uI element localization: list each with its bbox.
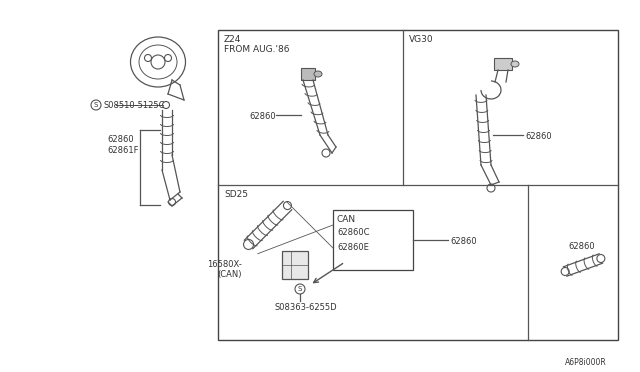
Circle shape: [163, 102, 170, 109]
Text: VG30: VG30: [409, 35, 434, 44]
Text: Z24
FROM AUG.'86: Z24 FROM AUG.'86: [224, 35, 289, 54]
Circle shape: [91, 100, 101, 110]
Text: S: S: [94, 102, 98, 108]
Bar: [218, 30, 618, 340]
Text: 62860E: 62860E: [337, 243, 369, 252]
Text: 62860: 62860: [525, 132, 552, 141]
Text: SD25: SD25: [224, 190, 248, 199]
Text: 62860: 62860: [450, 237, 477, 246]
Text: S: S: [298, 286, 302, 292]
Text: CAN: CAN: [337, 215, 356, 224]
Text: S08363-6255D: S08363-6255D: [275, 303, 338, 312]
Bar: [301, 68, 315, 80]
Text: 62861F: 62861F: [107, 146, 138, 155]
Text: 62860: 62860: [107, 135, 134, 144]
Text: A6P8i000R: A6P8i000R: [565, 358, 607, 367]
Text: 62860: 62860: [249, 112, 276, 121]
Bar: [282, 251, 308, 279]
Text: 62860C: 62860C: [337, 228, 369, 237]
Text: 16580X-
(CAN): 16580X- (CAN): [207, 260, 242, 279]
Circle shape: [295, 284, 305, 294]
Text: 62860: 62860: [568, 242, 595, 251]
Bar: [494, 58, 512, 70]
Ellipse shape: [314, 71, 322, 77]
Bar: [333, 210, 413, 270]
Ellipse shape: [511, 61, 519, 67]
Text: S08510-5125C: S08510-5125C: [103, 100, 164, 109]
